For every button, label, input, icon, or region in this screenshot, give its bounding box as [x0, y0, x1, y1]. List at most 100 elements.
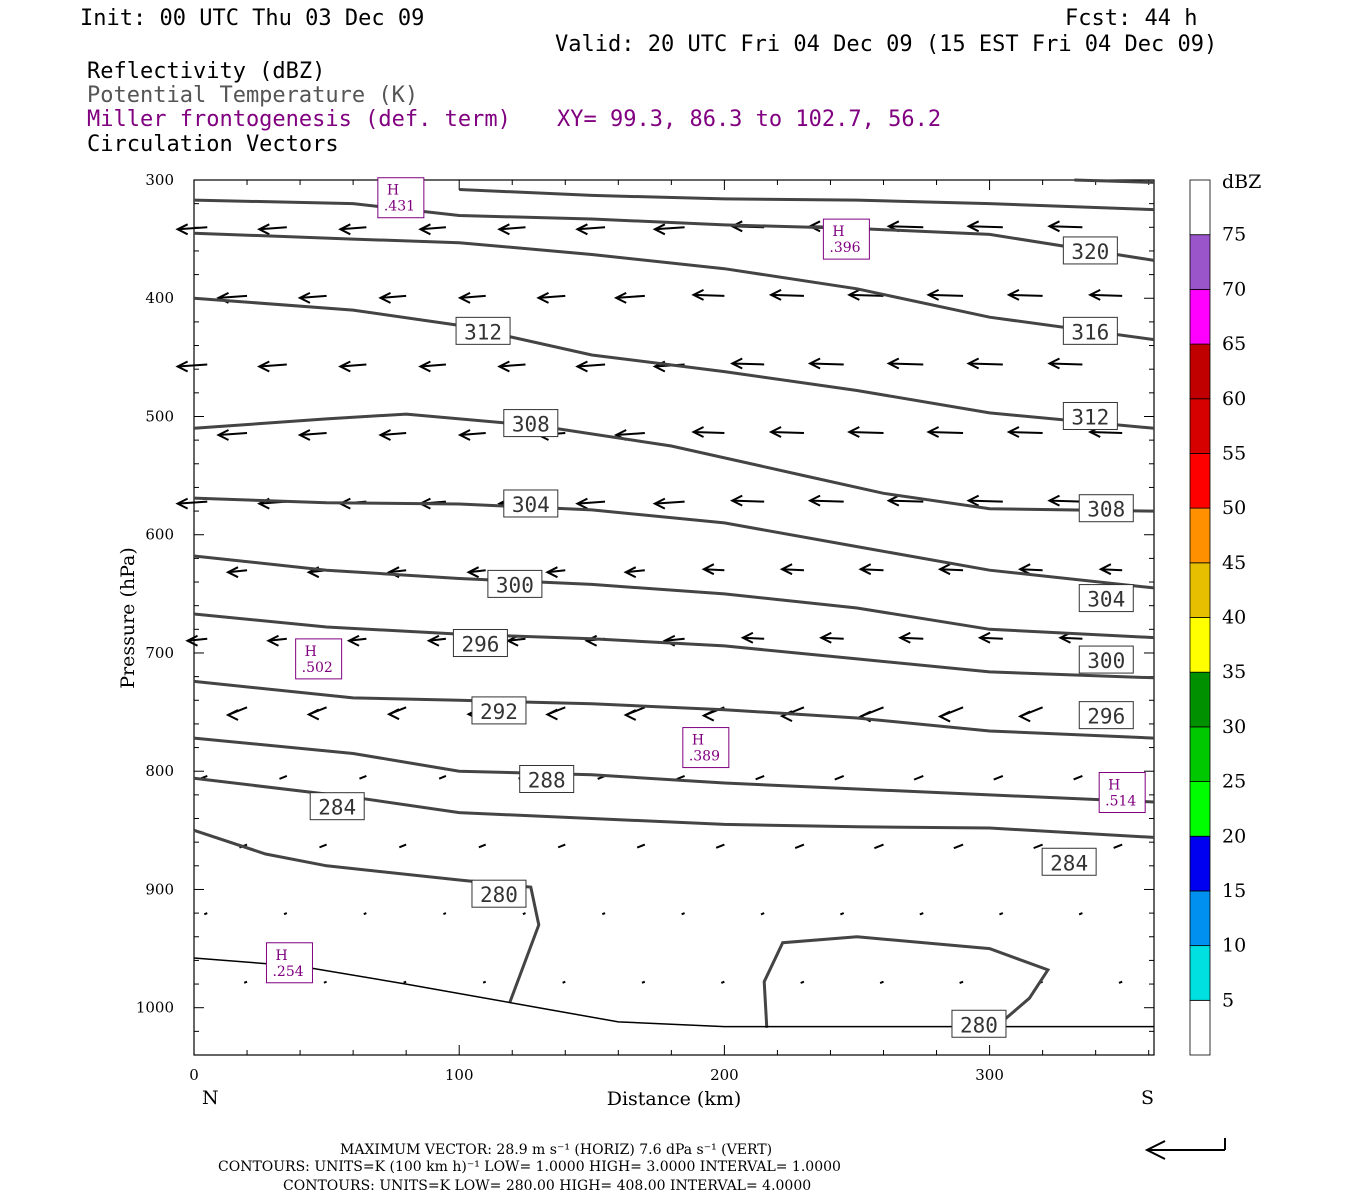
circulation-vector	[720, 980, 725, 984]
init-time: Init: 00 UTC Thu 03 Dec 09	[80, 6, 424, 31]
isentrope-label: 300	[487, 569, 543, 598]
circulation-vector	[926, 426, 964, 438]
x-tick-label: 300	[975, 1066, 1004, 1084]
svg-text:288: 288	[528, 768, 566, 792]
x-tick-label: 200	[710, 1066, 739, 1084]
svg-text:284: 284	[1050, 851, 1088, 875]
colorbar-label: 75	[1222, 224, 1246, 246]
circulation-vector	[575, 223, 606, 236]
isentrope-label: 284	[1041, 847, 1097, 876]
circulation-vector	[819, 631, 844, 644]
isentrope-line	[193, 828, 541, 1004]
high-letter: H	[387, 183, 399, 199]
high-value: .431	[384, 199, 415, 215]
circulation-vector	[426, 634, 447, 647]
circulation-vector	[522, 912, 526, 916]
circulation-vector	[266, 634, 287, 647]
circulation-vector	[966, 357, 1003, 370]
circulation-vector	[681, 912, 685, 916]
circulation-vector	[676, 775, 685, 781]
circulation-vector	[297, 291, 327, 304]
colorbar-label: 25	[1222, 771, 1246, 793]
isentrope-label: 320	[1062, 236, 1118, 265]
svg-text:320: 320	[1071, 240, 1109, 264]
circulation-vector	[886, 494, 924, 507]
high-letter: H	[832, 224, 844, 240]
circulation-vector	[323, 980, 327, 984]
y-tick-label: 800	[145, 762, 174, 780]
isentrope-line	[193, 554, 1155, 640]
circulation-vector	[926, 288, 964, 301]
circulation-vector	[879, 980, 884, 984]
y-tick-label: 900	[145, 880, 174, 898]
circulation-vector	[457, 291, 486, 304]
circulation-vector	[755, 775, 765, 781]
colorbar-unit: dBZ	[1222, 171, 1261, 193]
high-value: .254	[272, 964, 303, 980]
circulation-vector	[937, 563, 964, 576]
colorbar-label: 45	[1222, 552, 1246, 574]
circulation-vector	[1078, 912, 1083, 916]
y-tick-label: 600	[145, 526, 174, 544]
reference-vector	[1144, 1138, 1226, 1160]
y-axis-label: Pressure (hPa)	[117, 547, 139, 689]
circulation-vector	[418, 360, 447, 373]
colorbar-label: 60	[1222, 388, 1246, 410]
circulation-vector	[1006, 426, 1043, 438]
circulation-vector	[257, 223, 287, 236]
circulation-vector	[1113, 843, 1123, 849]
cross-section-endpoints: XY= 99.3, 86.3 to 102.7, 56.2	[557, 107, 941, 132]
svg-text:292: 292	[480, 700, 518, 724]
circulation-vector	[243, 980, 248, 984]
isentrope-line	[1074, 178, 1155, 184]
isentrope-line	[193, 296, 1155, 430]
circulation-vector	[966, 220, 1003, 233]
isentrope-label: 304	[503, 489, 559, 518]
frontogenesis-high: H.396	[822, 218, 870, 260]
plot-frame	[193, 179, 1155, 1056]
isentrope-line	[193, 736, 1155, 804]
isentrope-label: 288	[519, 764, 575, 793]
isentrope-label: 296	[452, 629, 508, 658]
circulation-vector	[1073, 775, 1083, 781]
svg-text:312: 312	[464, 320, 502, 344]
circulation-vector	[1033, 843, 1043, 850]
colorbar-swatch	[1189, 999, 1211, 1056]
circulation-vector	[545, 706, 566, 721]
isentrope-label: 308	[503, 409, 559, 438]
frontogenesis-high: H.502	[295, 638, 343, 680]
circulation-vector	[652, 223, 685, 236]
theta-contour-note: CONTOURS: UNITS=K LOW= 280.00 HIGH= 408.…	[283, 1178, 811, 1194]
y-tick-label: 700	[145, 644, 174, 662]
colorbar-label: 5	[1222, 989, 1234, 1011]
circulation-vector	[779, 563, 804, 576]
circulation-vector	[175, 223, 208, 236]
circulation-vector	[807, 357, 844, 370]
circulation-vector	[691, 288, 725, 301]
circulation-vector	[1047, 357, 1083, 370]
isentrope-label: 284	[309, 792, 365, 821]
high-value: .502	[302, 660, 333, 676]
isentrope-label: 280	[951, 1009, 1007, 1038]
circulation-vector	[378, 429, 407, 441]
isentrope-label: 292	[471, 696, 527, 725]
y-tick-labels: 300 400 500 600 700 800 900 1000	[136, 171, 174, 1017]
circulation-vector	[959, 980, 964, 984]
circulation-vector	[306, 706, 327, 721]
colorbar-label: 40	[1222, 607, 1246, 629]
colorbar-label: 65	[1222, 333, 1246, 355]
circulation-vector	[457, 429, 486, 441]
field-reflectivity: Reflectivity (dBZ)	[87, 59, 325, 84]
svg-text:300: 300	[1087, 649, 1125, 673]
circulation-vector	[768, 288, 804, 301]
svg-text:308: 308	[512, 413, 550, 437]
colorbar-label: 35	[1222, 661, 1246, 683]
svg-text:284: 284	[318, 796, 356, 820]
high-letter: H	[1108, 778, 1120, 794]
isentrope-label: 304	[1078, 584, 1134, 613]
frontogenesis-high: H.514	[1098, 772, 1146, 813]
isentrope-line	[193, 496, 1155, 590]
svg-text:296: 296	[461, 633, 499, 657]
circulation-vector	[953, 843, 964, 850]
